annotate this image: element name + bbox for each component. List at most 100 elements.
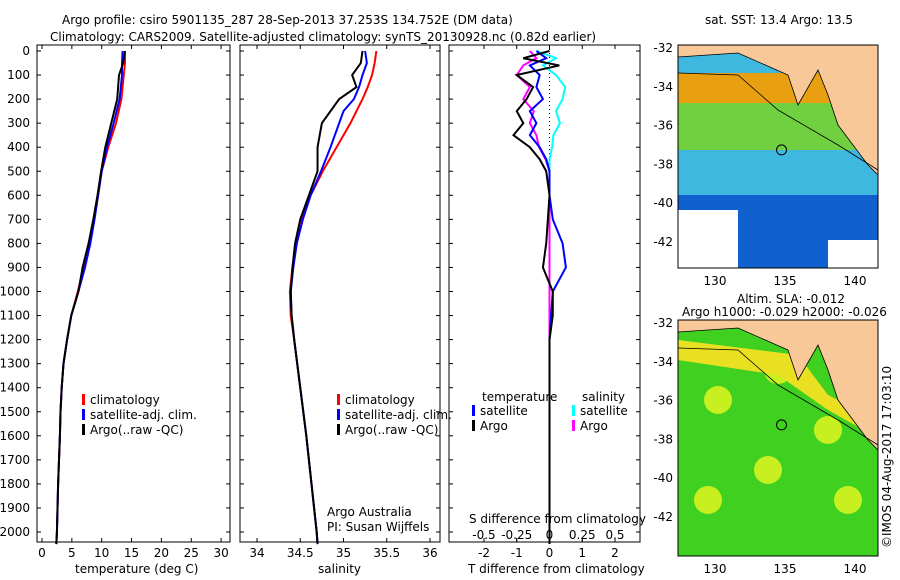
depth-tick-label: 1800 bbox=[0, 477, 30, 491]
lon-tick-label: 130 bbox=[704, 562, 727, 576]
panel-frame-1 bbox=[239, 44, 441, 543]
legend-label: satellite bbox=[580, 404, 628, 418]
lon-tick-label: 140 bbox=[844, 274, 867, 288]
depth-tick-label: 0 bbox=[22, 44, 30, 58]
profile-location-marker bbox=[776, 144, 788, 156]
depth-tick-label: 800 bbox=[7, 236, 30, 250]
depth-tick-label: 1900 bbox=[0, 501, 30, 515]
x-tick-label: 35 bbox=[336, 546, 351, 560]
annotation-line1: Argo Australia bbox=[327, 505, 412, 519]
legend-label: climatology bbox=[345, 393, 415, 407]
legend-swatch bbox=[572, 405, 575, 416]
legend-label: satellite-adj. clim. bbox=[90, 408, 197, 422]
sla-blob bbox=[814, 416, 842, 444]
annotation-line2: PI: Susan Wijffels bbox=[327, 520, 430, 534]
sal-line-0 bbox=[288, 50, 378, 545]
depth-tick-label: 1400 bbox=[0, 381, 30, 395]
legend-label: Argo(..raw -QC) bbox=[345, 423, 438, 437]
isobath bbox=[677, 347, 879, 446]
legend-swatch bbox=[82, 424, 85, 435]
lon-tick-label: 140 bbox=[844, 562, 867, 576]
legend-swatch bbox=[337, 409, 340, 420]
x-tick-label: -1 bbox=[511, 546, 523, 560]
x-tick-label: 2 bbox=[611, 546, 619, 560]
depth-tick-label: 1100 bbox=[0, 309, 30, 323]
map1-title: sat. SST: 13.4 Argo: 13.5 bbox=[705, 13, 854, 27]
depth-tick-label: 1600 bbox=[0, 429, 30, 443]
x2-tick-label: 0.5 bbox=[605, 528, 624, 542]
map-0 bbox=[677, 44, 879, 269]
panel-frame-2 bbox=[448, 44, 641, 543]
profile-location-marker bbox=[776, 419, 788, 431]
legend-swatch bbox=[337, 394, 340, 405]
sla-blob bbox=[694, 486, 722, 514]
lat-tick-label: -32 bbox=[653, 41, 673, 55]
x2-tick-label: 0.25 bbox=[569, 528, 596, 542]
lat-tick-label: -34 bbox=[653, 355, 673, 369]
depth-tick-label: 900 bbox=[7, 260, 30, 274]
legend-swatch bbox=[472, 420, 475, 431]
coastal-band bbox=[678, 340, 878, 438]
depth-tick-label: 300 bbox=[7, 116, 30, 130]
x-tick-label: 15 bbox=[124, 546, 139, 560]
legend-label: Argo bbox=[580, 419, 608, 433]
lat-tick-label: -36 bbox=[653, 394, 673, 408]
sal-line-2 bbox=[289, 50, 364, 545]
title-line1: Argo profile: csiro 5901135_287 28-Sep-2… bbox=[62, 13, 513, 27]
lat-tick-label: -42 bbox=[653, 235, 673, 249]
lat-tick-label: -38 bbox=[653, 432, 673, 446]
depth-tick-label: 600 bbox=[7, 188, 30, 202]
map-frame bbox=[677, 44, 879, 269]
legend-swatch bbox=[337, 424, 340, 435]
legend-label: climatology bbox=[90, 393, 160, 407]
x-tick-label: 25 bbox=[184, 546, 199, 560]
x-tick-label: 36 bbox=[422, 546, 437, 560]
depth-tick-label: 400 bbox=[7, 140, 30, 154]
sla-blob bbox=[754, 456, 782, 484]
x-tick-label: 20 bbox=[154, 546, 169, 560]
depth-tick-label: 1500 bbox=[0, 405, 30, 419]
title-line2: Climatology: CARS2009. Satellite-adjuste… bbox=[50, 30, 597, 44]
missing-data bbox=[828, 240, 878, 268]
legend-label: satellite bbox=[480, 404, 528, 418]
depth-tick-label: 200 bbox=[7, 92, 30, 106]
depth-tick-label: 1300 bbox=[0, 357, 30, 371]
lat-tick-label: -38 bbox=[653, 157, 673, 171]
legend-label: satellite-adj. clim. bbox=[345, 408, 452, 422]
x-tick-label: 5 bbox=[68, 546, 76, 560]
depth-tick-label: 700 bbox=[7, 212, 30, 226]
x-tick-label: 30 bbox=[213, 546, 228, 560]
legend-label: Argo(..raw -QC) bbox=[90, 423, 183, 437]
lat-tick-label: -40 bbox=[653, 471, 673, 485]
isobath bbox=[677, 72, 879, 171]
x-tick-label: 0 bbox=[546, 546, 554, 560]
x-tick-label: 34 bbox=[249, 546, 264, 560]
lat-tick-label: -34 bbox=[653, 80, 673, 94]
x2-tick-label: -0.25 bbox=[501, 528, 532, 542]
x-tick-label: 1 bbox=[578, 546, 586, 560]
depth-tick-label: 1700 bbox=[0, 453, 30, 467]
temp-xlabel: temperature (deg C) bbox=[75, 562, 199, 576]
legend-swatch bbox=[572, 420, 575, 431]
legend-label: Argo bbox=[480, 419, 508, 433]
lon-tick-label: 130 bbox=[704, 274, 727, 288]
map2-title2: Argo h1000: -0.029 h2000: -0.026 bbox=[682, 305, 887, 319]
x-tick-label: 34.5 bbox=[287, 546, 314, 560]
diff-xlabel: T difference from climatology bbox=[468, 562, 645, 576]
diff-line-0 bbox=[528, 50, 567, 545]
x-tick-label: 0 bbox=[38, 546, 46, 560]
lat-tick-label: -32 bbox=[653, 316, 673, 330]
legend-header: salinity bbox=[582, 390, 625, 404]
temp-line-1 bbox=[55, 50, 124, 545]
sla-blob bbox=[834, 486, 862, 514]
lon-tick-label: 135 bbox=[774, 274, 797, 288]
depth-tick-label: 1000 bbox=[0, 285, 30, 299]
sal-xlabel: salinity bbox=[318, 562, 362, 576]
legend-swatch bbox=[82, 394, 85, 405]
lat-tick-label: -36 bbox=[653, 119, 673, 133]
legend-swatch bbox=[472, 405, 475, 416]
diff-x2label: S difference from climatology bbox=[469, 512, 646, 526]
depth-tick-label: 2000 bbox=[0, 525, 30, 539]
sla-blob bbox=[704, 386, 732, 414]
